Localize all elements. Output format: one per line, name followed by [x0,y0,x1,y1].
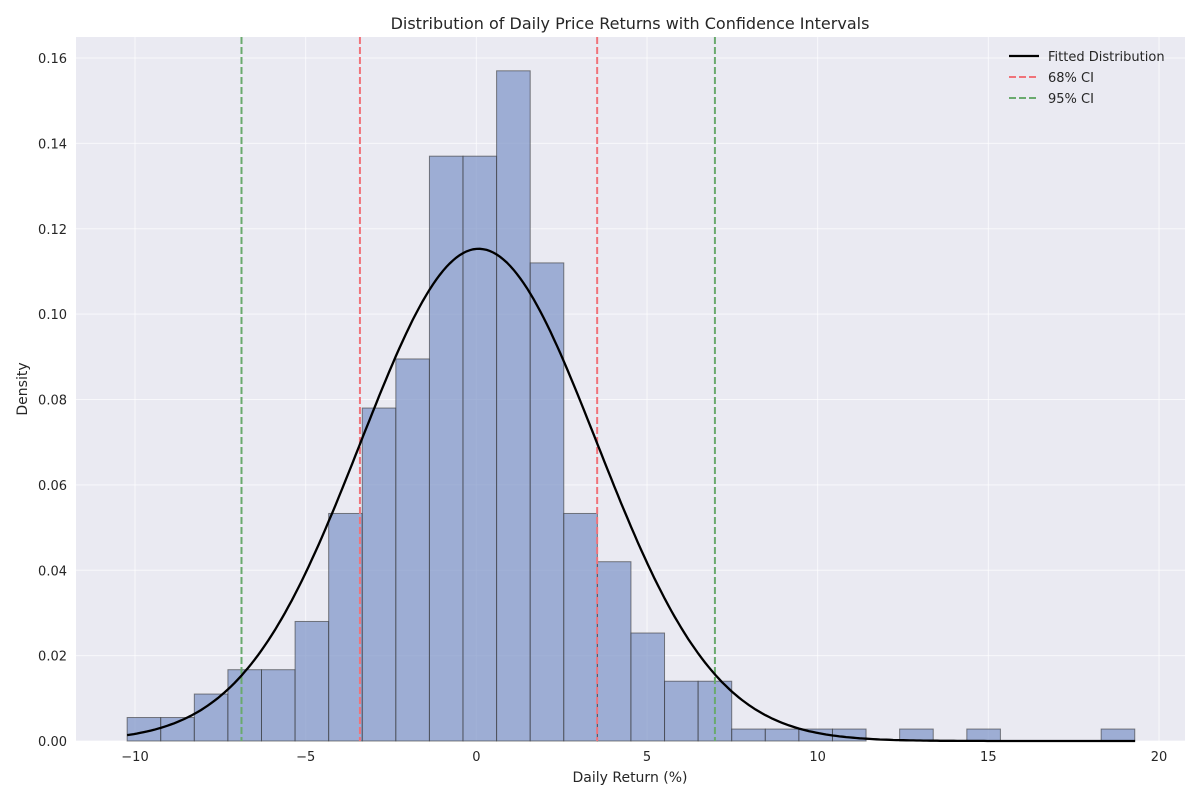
histogram-bar [260,669,296,742]
fitted-distribution-curve [126,247,1136,743]
histogram-bar [294,620,330,742]
y-tick-label: 0.08 [38,394,67,409]
histogram-bar [193,693,229,742]
histogram-bar [1100,728,1136,742]
x-tick-label: −5 [296,750,315,765]
legend-label-95ci: 95% CI [1048,92,1094,107]
y-tick-label: 0.06 [38,479,67,494]
x-tick-label: −10 [121,750,148,765]
x-tick-label: 15 [980,750,997,765]
y-tick-label: 0.00 [38,735,67,750]
y-tick-label: 0.12 [38,223,67,238]
histogram-bar [496,70,531,742]
histogram-bar [966,728,1001,742]
legend-label-fitted: Fitted Distribution [1048,50,1165,65]
x-tick-label: 20 [1151,750,1168,765]
histogram-bar [764,728,800,742]
x-tick-label: 10 [809,750,826,765]
y-tick-label: 0.04 [38,564,67,579]
histogram-bar [630,632,666,742]
y-axis-label: Density [15,362,31,415]
legend: Fitted Distribution 68% CI 95% CI [1009,50,1165,107]
x-axis-label: Daily Return (%) [572,770,687,786]
y-tick-label: 0.02 [38,650,67,665]
y-tick-label: 0.14 [38,137,67,152]
y-tick-label: 0.10 [38,308,67,323]
histogram-bars [126,70,1136,742]
histogram-bar [596,561,632,742]
histogram-bar [462,155,498,742]
y-axis-ticks: 0.00 0.02 0.04 0.06 0.08 0.10 0.12 0.14 0.16 [38,52,67,750]
histogram-bar [361,407,397,742]
histogram-bar [664,680,699,742]
histogram-bar [529,262,565,742]
ci-lines [240,37,716,741]
chart-title: Distribution of Daily Price Returns with… [391,14,870,33]
histogram-bar [227,669,262,742]
x-tick-label: 0 [472,750,480,765]
x-tick-label: 5 [643,750,651,765]
x-axis-ticks: −10 −5 0 5 10 15 20 [121,750,1167,765]
y-tick-label: 0.16 [38,52,67,67]
histogram-bar [395,358,430,742]
histogram-bar [328,512,363,742]
histogram-bar [563,512,598,742]
legend-label-68ci: 68% CI [1048,71,1094,86]
histogram-bar [428,155,464,742]
histogram-bar [731,728,766,742]
